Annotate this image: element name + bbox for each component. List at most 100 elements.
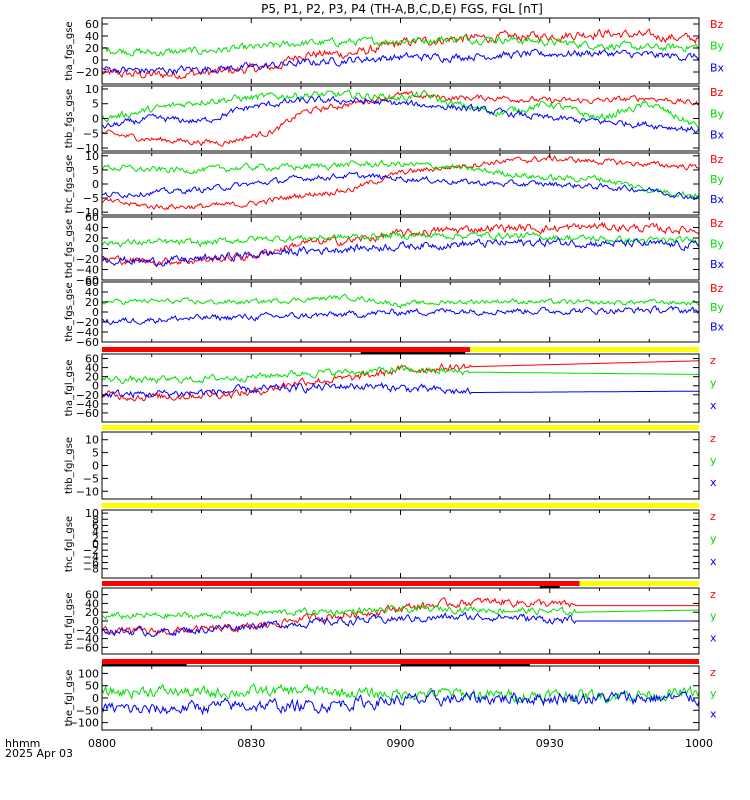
legend-Bz: Bz — [710, 153, 724, 166]
legend-Bz: Bz — [710, 217, 724, 230]
ylabel-thb_fgs_gse: thb_fgs_gse — [64, 89, 75, 148]
mode-segment-black — [360, 352, 466, 354]
ytick-label: −5 — [83, 127, 99, 140]
ylabel-the_fgs_gse: the_fgs_gse — [64, 282, 75, 341]
ytick-label: 60 — [85, 18, 99, 31]
legend-Bx: Bx — [710, 320, 725, 333]
legend-x: x — [710, 555, 717, 568]
series-thd_fgs_gse-Bz — [102, 221, 699, 268]
ytick-label: −8 — [83, 563, 99, 576]
ytick-label: 5 — [92, 447, 99, 460]
ylabel-thc_fgs_gse: thc_fgs_gse — [64, 155, 75, 214]
legend-z: z — [710, 588, 716, 601]
ytick-label: −40 — [76, 633, 99, 646]
ylabel-thd_fgl_gse: thd_fgl_gse — [64, 593, 75, 650]
mode-segment-black — [400, 664, 530, 666]
mode-bar — [102, 425, 699, 430]
series-tha_fgl_gse-y — [102, 364, 699, 385]
legend-x: x — [710, 708, 717, 721]
ytick-label: −60 — [76, 641, 99, 654]
series-thb_fgs_gse-Bz — [102, 90, 699, 147]
ylabel-thc_fgl_gse: thc_fgl_gse — [64, 516, 75, 572]
xtick-label: 0930 — [536, 737, 564, 750]
ylabel-tha_fgl_gse: tha_fgl_gse — [64, 360, 75, 417]
series-the_fgs_gse-By — [102, 293, 699, 309]
ytick-label: 0 — [92, 460, 99, 473]
ytick-label: 20 — [85, 606, 99, 619]
mode-bar — [102, 503, 699, 508]
ytick-label: 0 — [92, 538, 99, 551]
ytick-label: −4 — [83, 550, 99, 563]
ytick-label: 5 — [92, 164, 99, 177]
series-thd_fgl_gse-z — [102, 596, 699, 637]
xtick-label: 1000 — [685, 737, 713, 750]
ytick-label: 100 — [78, 667, 99, 680]
ylabel-tha_fgs_gse: tha_fgs_gse — [64, 21, 75, 80]
legend-Bx: Bx — [710, 193, 725, 206]
mode-segment-black — [539, 586, 560, 588]
mode-segment-black — [102, 664, 187, 666]
series-thd_fgs_gse-Bx — [102, 236, 699, 268]
ytick-label: −2 — [83, 544, 99, 557]
time-axis: hhmm 2025 Apr 03 0800 0830 0900 0930 1000 — [5, 737, 713, 760]
ytick-label: −6 — [83, 557, 99, 570]
ytick-label: −40 — [76, 398, 99, 411]
ytick-label: 0 — [92, 692, 99, 705]
ytick-label: 60 — [85, 353, 99, 366]
ytick-label: 10 — [85, 507, 99, 520]
ylabel-thd_fgs_gse: thd_fgs_gse — [64, 219, 75, 278]
series-the_fgl_gse-y — [102, 683, 699, 705]
xtick-label: 0800 — [88, 737, 116, 750]
ytick-label: −20 — [76, 624, 99, 637]
ytick-label: 40 — [85, 286, 99, 299]
legend-z: z — [710, 666, 716, 679]
legend-Bx: Bx — [710, 258, 725, 271]
ytick-label: 0 — [92, 178, 99, 191]
xtick-label: 0900 — [387, 737, 415, 750]
series-tha_fgs_gse-Bz — [102, 28, 699, 80]
series-thb_fgs_gse-Bx — [102, 95, 699, 134]
ytick-label: 10 — [85, 150, 99, 163]
legend-x: x — [710, 399, 717, 412]
mode-segment-red — [102, 347, 471, 352]
legend-By: By — [710, 40, 725, 53]
ytick-label: −60 — [76, 274, 99, 287]
legend-z: z — [710, 432, 716, 445]
series-tha_fgl_gse-z — [102, 360, 699, 402]
ytick-label: 40 — [85, 30, 99, 43]
series-thc_fgs_gse-By — [102, 159, 699, 199]
ytick-label: −10 — [76, 485, 99, 498]
ytick-label: 10 — [85, 434, 99, 447]
ytick-label: −60 — [76, 336, 99, 349]
figure-title: P5, P1, P2, P3, P4 (TH-A,B,C,D,E) FGS, F… — [261, 2, 543, 16]
series-thc_fgs_gse-Bz — [102, 155, 699, 211]
ytick-label: −5 — [83, 472, 99, 485]
series-tha_fgs_gse-By — [102, 34, 699, 57]
ytick-label: 60 — [85, 276, 99, 289]
series-thd_fgl_gse-x — [102, 611, 699, 637]
ytick-label: 5 — [92, 98, 99, 111]
ytick-label: 0 — [92, 113, 99, 126]
ytick-label: 0 — [92, 54, 99, 67]
legend-y: y — [710, 687, 717, 700]
ytick-label: 0 — [92, 306, 99, 319]
legend-x: x — [710, 476, 717, 489]
ytick-label: −10 — [76, 206, 99, 219]
series-tha_fgl_gse-x — [102, 381, 699, 399]
mode-bars — [102, 347, 699, 666]
ytick-label: −5 — [83, 192, 99, 205]
legend-y: y — [710, 377, 717, 390]
ytick-label: −20 — [76, 66, 99, 79]
legend-Bx: Bx — [710, 61, 725, 74]
ytick-label: 60 — [85, 211, 99, 224]
ytick-label: 50 — [85, 680, 99, 693]
ytick-label: 60 — [85, 589, 99, 602]
mode-bar — [102, 581, 699, 588]
ytick-label: 10 — [85, 83, 99, 96]
ytick-label: 8 — [92, 513, 99, 526]
